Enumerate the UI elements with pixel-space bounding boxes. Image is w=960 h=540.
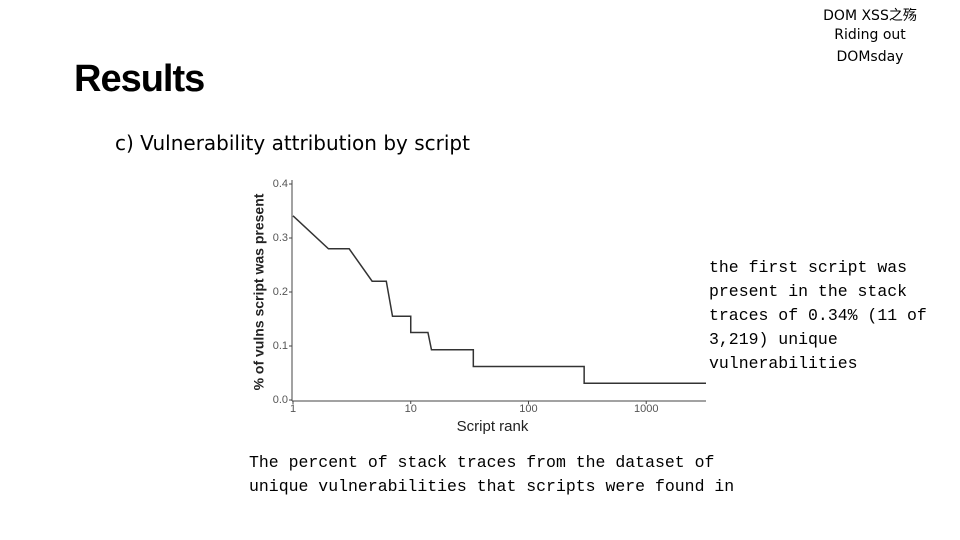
x-tick-label: 1 bbox=[290, 403, 296, 415]
y-tick-label: 0.2 bbox=[273, 286, 288, 298]
caption-line: The percent of stack traces from the dat… bbox=[249, 453, 715, 472]
x-tick-label: 100 bbox=[519, 403, 537, 415]
annotation-line: 3,219) unique bbox=[709, 330, 838, 349]
data-line bbox=[292, 215, 706, 385]
annotation-line: present in the stack bbox=[709, 282, 908, 301]
y-tick-label: 0.0 bbox=[273, 394, 288, 406]
caption-line: unique vulnerabilities that scripts were… bbox=[249, 477, 735, 496]
x-tick-label: 1000 bbox=[634, 403, 658, 415]
x-axis-label: Script rank bbox=[457, 418, 529, 435]
corner-line: Riding out bbox=[834, 27, 906, 43]
corner-line: DOM XSS之殇 bbox=[823, 8, 917, 24]
slide-subtitle: c) Vulnerability attribution by script bbox=[115, 131, 470, 155]
annotation-line: the first script was bbox=[709, 258, 908, 277]
x-tick-label: 10 bbox=[405, 403, 417, 415]
corner-line: DOMsday bbox=[836, 49, 904, 65]
y-tick-label: 0.1 bbox=[273, 340, 288, 352]
y-tick-label: 0.3 bbox=[273, 232, 288, 244]
annotation-line: vulnerabilities bbox=[709, 354, 858, 373]
y-axis-label: % of vulns script was present bbox=[251, 193, 267, 390]
slide-title: Results bbox=[74, 58, 205, 100]
y-tick-label: 0.4 bbox=[273, 178, 288, 190]
annotation-line: traces of 0.34% (11 of bbox=[709, 306, 927, 325]
